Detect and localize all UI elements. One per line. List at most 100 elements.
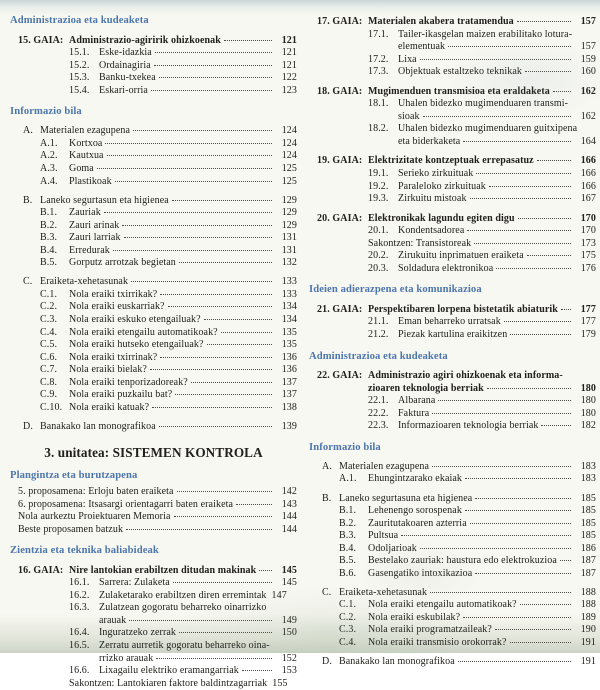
page-number: 185 <box>580 492 596 504</box>
page-number: 133 <box>281 276 297 288</box>
entry-label: Administrazioa eta kudeaketa <box>10 15 149 26</box>
entry-label: Lixagailu elektriko eramangarriak <box>99 665 239 677</box>
entry-label: Elektronikak lagundu egiten digu <box>368 212 515 224</box>
entry-label: 6. proposamena: Itsasargi orientagarri b… <box>18 498 234 510</box>
toc-row: D. Banakako lan monografikoa 191 <box>309 656 596 669</box>
entry-label: Informazioaren teknologia berriak <box>398 420 539 432</box>
entry-label: Banku-txekea <box>99 72 156 84</box>
toc-row: 16.5. Zerratu aurretik gogoratu beharreko… <box>10 640 297 653</box>
page-number: 121 <box>281 47 297 59</box>
toc-row: C.9. Nola eraiki puzkailu bat? 137 <box>10 389 297 402</box>
page-number: 132 <box>281 257 297 269</box>
dot-leader <box>475 497 571 499</box>
toc-row: 17.2. Lixa 159 <box>309 54 596 67</box>
entry-label: Plangintza eta burutzapena <box>10 470 138 482</box>
entry-number: B. <box>23 194 33 206</box>
page-number: 124 <box>281 150 297 162</box>
toc-row: sioak 162 <box>309 111 596 124</box>
entry-number: 16. GAIA: <box>18 564 64 576</box>
page-number: 180 <box>580 395 596 407</box>
toc-row: Sakontzen: Lantokiaren faktore baldintza… <box>10 678 297 690</box>
page-number: 191 <box>580 637 596 649</box>
entry-number: 15.1. <box>69 47 90 59</box>
entry-label: Mugimenduen transmisioa eta eraldaketa <box>368 85 550 97</box>
dot-leader <box>241 670 272 672</box>
toc-row: 16. GAIA: Nire lantokian erabiltzen ditud… <box>10 565 297 578</box>
entry-number: C.4. <box>339 637 357 649</box>
entry-label: Nola eraiki hutseko etengailuak? <box>69 339 204 351</box>
page-number: 170 <box>580 212 596 224</box>
entry-label: Albarana <box>398 395 436 407</box>
page-number: 160 <box>580 66 596 78</box>
page-number: 142 <box>281 485 297 497</box>
toc-row: A.1. Kortxoa 124 <box>10 138 297 151</box>
toc-row: B.2. Zauri arinak 129 <box>10 220 297 233</box>
entry-number: B.6. <box>339 567 357 579</box>
toc-row: A.1. Ehungintzarako ekaiak 183 <box>309 473 596 486</box>
page-number: 175 <box>580 250 596 262</box>
dot-leader <box>526 255 571 257</box>
entry-number: 20. GAIA: <box>317 212 363 224</box>
dot-leader <box>503 321 571 323</box>
dot-leader <box>190 381 272 383</box>
entry-number: 16.1. <box>69 577 90 589</box>
entry-label: sioak <box>398 110 420 122</box>
entry-number: A.4. <box>40 175 58 187</box>
entry-number: 15. GAIA: <box>18 34 64 46</box>
entry-label: Uhalen bidezko mugimenduaren transmi- <box>398 98 569 110</box>
toc-row: C.3. Nola eraiki programatzaileak? 190 <box>309 624 596 637</box>
entry-label: Eskari-orria <box>99 84 148 96</box>
dot-leader <box>114 180 272 182</box>
page-number: 159 <box>580 53 596 65</box>
page-number: 179 <box>580 329 596 341</box>
toc-row: C.2. Nola eraiki eskubilak? 189 <box>309 612 596 625</box>
toc-row: C.2. Nola eraiki euskarriak? 134 <box>10 301 297 314</box>
entry-number: 20.1. <box>368 225 389 237</box>
toc-row: 22.1. Albarana 180 <box>309 395 596 408</box>
dot-leader <box>401 535 571 537</box>
entry-number: 19.2. <box>368 180 389 192</box>
entry-label: Eske-idazkia <box>99 47 152 59</box>
dot-leader <box>524 71 571 73</box>
toc-row: B. Laneko segurtasun eta higienea 129 <box>10 195 297 208</box>
entry-label: Paraleloko zirkuituak <box>398 180 486 192</box>
entry-number: B.1. <box>40 207 58 219</box>
entry-number: B.2. <box>339 517 357 529</box>
dot-leader <box>206 344 272 346</box>
toc-row: B.5. Gorputz arrotzak begietan 132 <box>10 257 297 270</box>
toc-row: 5. proposamena: Erloju baten eraiketa 142 <box>10 486 297 499</box>
entry-label: rrizko arauak <box>99 652 154 664</box>
dot-leader <box>438 400 571 402</box>
entry-label: Sakontzen: Transistoreak <box>368 237 472 249</box>
dot-leader <box>475 572 571 574</box>
page-number: 138 <box>281 401 297 413</box>
toc-row: 19.3. Zirkuitu mistoak 167 <box>309 193 596 206</box>
dot-leader <box>422 115 571 117</box>
dot-leader <box>516 21 571 22</box>
entry-label: Odoljarioak <box>368 542 417 554</box>
toc-row: Nola aurkeztu Proiektuaren Memoria 144 <box>10 511 297 524</box>
dot-leader <box>496 267 571 269</box>
entry-number: C.9. <box>40 389 58 401</box>
entry-number: 20.2. <box>368 250 389 262</box>
page-number: 125 <box>281 162 297 174</box>
entry-number: A.3. <box>40 162 58 174</box>
toc-row: B.3. Zauri larriak 131 <box>10 232 297 245</box>
dot-leader <box>536 160 571 162</box>
entry-label: Faktura <box>398 407 430 419</box>
page-number: 186 <box>580 542 596 554</box>
toc-row: 16.3. Zulatzean gogoratu beharreko oinarr… <box>10 602 297 615</box>
toc-row: 21.1. Eman beharreko urratsak 177 <box>309 316 596 329</box>
entry-number: C. <box>23 276 33 288</box>
entry-number: C.2. <box>40 301 58 313</box>
entry-label: Zirkuitu mistoak <box>398 193 467 205</box>
dot-leader <box>129 619 272 621</box>
entry-label: Zulaketarako erabiltzen diren erremintak <box>99 589 267 601</box>
entry-number: D. <box>23 420 33 432</box>
dot-leader <box>172 582 272 584</box>
section-heading: Administrazioa eta kudeaketa <box>10 15 297 28</box>
dot-leader <box>560 308 571 310</box>
entry-number: 17.3. <box>368 66 389 78</box>
entry-number: B.5. <box>339 555 357 567</box>
toc-row: 15. GAIA: Administrazio-agiririk ohizkoen… <box>10 35 297 48</box>
